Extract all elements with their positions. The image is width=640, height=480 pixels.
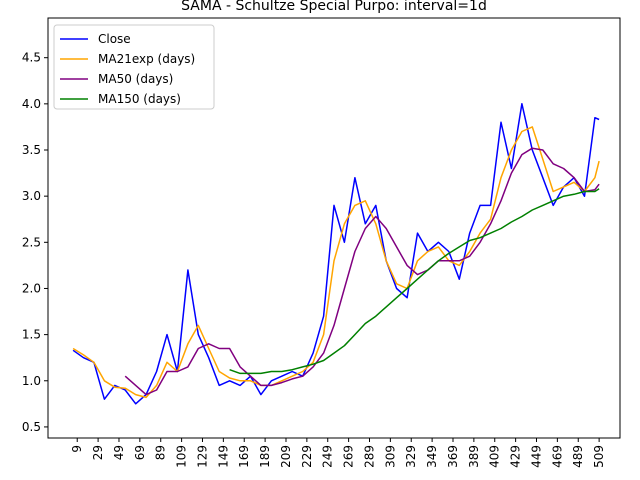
x-tick-label: 209 [279,445,293,468]
legend-label: Close [98,32,131,46]
x-tick-label: 89 [154,445,168,460]
x-tick-label: 29 [91,445,105,460]
x-tick-label: 9 [70,445,84,453]
x-tick-label: 189 [258,445,272,468]
x-tick-label: 229 [300,445,314,468]
x-tick-label: 269 [342,445,356,468]
legend-label: MA21exp (days) [98,52,195,66]
legend-box [53,24,215,110]
series-line [229,188,600,375]
legend-label: MA150 (days) [98,92,181,106]
series-line [72,103,600,405]
x-tick-label: 49 [112,445,126,460]
legend-label: MA50 (days) [98,72,173,86]
y-tick-label: 3.5 [22,143,41,157]
x-tick-label: 309 [383,445,397,468]
x-tick-label: 369 [446,445,460,468]
x-tick-label: 149 [216,445,230,468]
x-tick-label: 389 [467,445,481,468]
series-line [124,147,600,396]
y-tick-label: 1.5 [22,328,41,342]
plot-frame [47,17,621,439]
y-tick-label: 4.5 [22,51,41,65]
x-tick-label: 469 [550,445,564,468]
x-tick-label: 249 [321,445,335,468]
chart-title: SAMA - Schultze Special Purpo: interval=… [181,0,487,14]
y-tick-label: 4.0 [22,97,41,111]
x-tick-label: 449 [529,445,543,468]
x-tick-label: 489 [571,445,585,468]
x-tick-label: 329 [404,445,418,468]
y-tick-label: 2.5 [22,235,41,249]
x-tick-label: 509 [592,445,606,468]
series-line [72,126,600,399]
x-tick-label: 69 [133,445,147,460]
y-tick-label: 1.0 [22,374,41,388]
y-tick-label: 0.5 [22,420,41,434]
x-tick-label: 129 [195,445,209,468]
x-tick-label: 349 [425,445,439,468]
y-tick-label: 3.0 [22,189,41,203]
x-tick-label: 409 [488,445,502,468]
y-tick-label: 2.0 [22,281,41,295]
x-tick-label: 289 [362,445,376,468]
x-tick-label: 429 [509,445,523,468]
x-tick-label: 169 [237,445,251,468]
x-tick-label: 109 [175,445,189,468]
